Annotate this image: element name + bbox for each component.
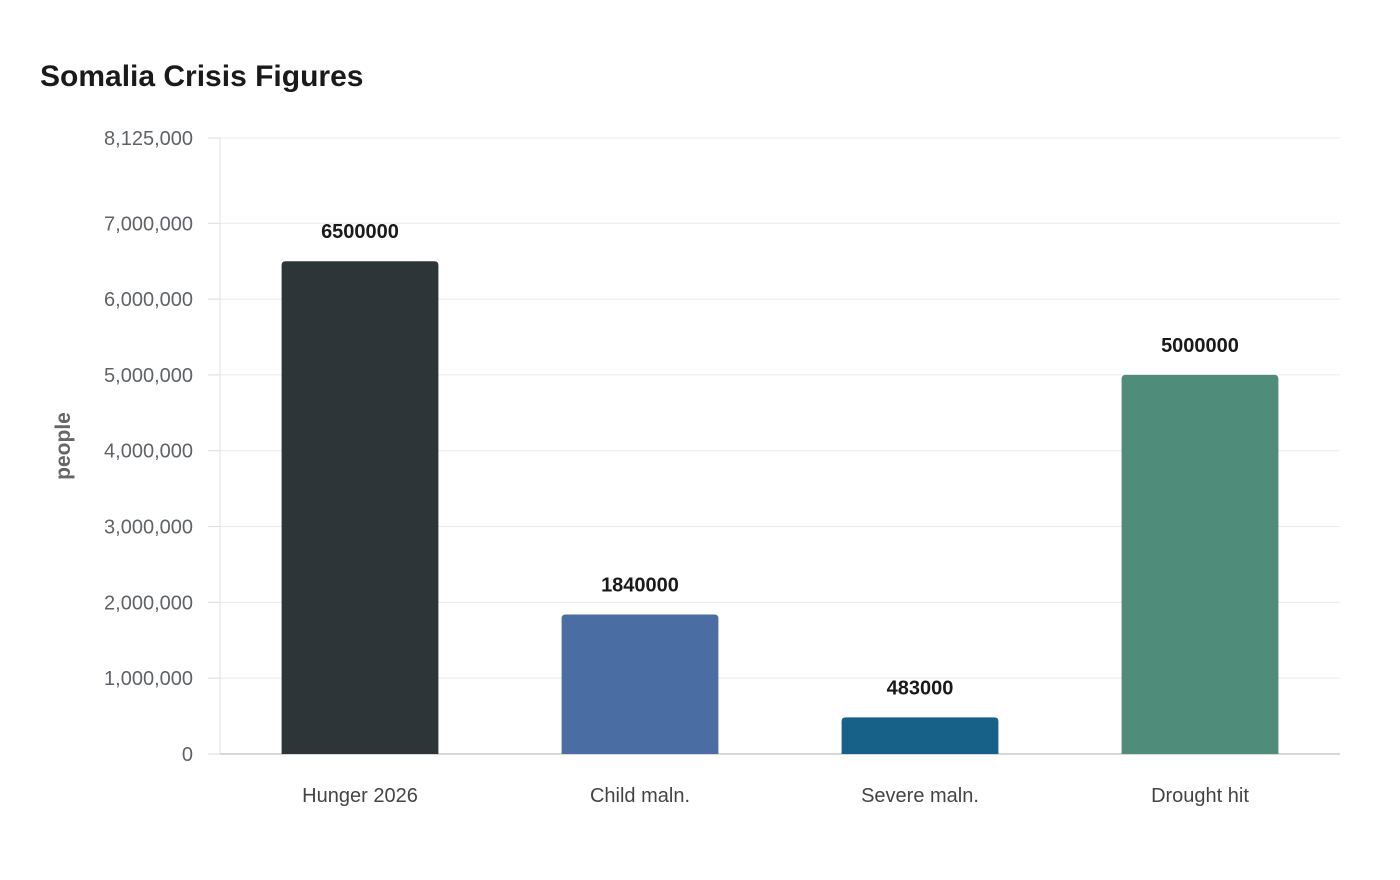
data-label: 483000: [887, 677, 954, 699]
bar-severe-maln: [841, 717, 999, 754]
data-labels: 6500000 1840000 483000 5000000: [321, 221, 1239, 699]
x-category-label: Child maln.: [590, 785, 690, 807]
x-category-label: Hunger 2026: [302, 785, 418, 807]
y-tick-label: 1,000,000: [104, 668, 193, 690]
x-category-label: Severe maln.: [861, 785, 979, 807]
y-axis-title: people: [52, 412, 75, 480]
y-tick-label: 8,125,000: [104, 128, 193, 150]
bar-hunger-2026: [281, 261, 439, 754]
y-axis-ticks: 0 1,000,000 2,000,000 3,000,000 4,000,000 5,0…: [104, 128, 220, 766]
y-tick-label: 2,000,000: [104, 592, 193, 614]
data-label: 5000000: [1161, 335, 1239, 357]
y-tick-label: 4,000,000: [104, 441, 193, 463]
chart-title: Somalia Crisis Figures: [40, 60, 364, 93]
x-axis-categories: Hunger 2026 Child maln. Severe maln. Drough…: [302, 785, 1249, 807]
x-category-label: Drought hit: [1151, 785, 1249, 807]
y-tick-label: 5,000,000: [104, 365, 193, 387]
y-tick-label: 0: [182, 744, 193, 766]
bar-child-maln: [561, 614, 719, 754]
y-tick-label: 7,000,000: [104, 213, 193, 235]
y-tick-label: 3,000,000: [104, 517, 193, 539]
y-tick-label: 6,000,000: [104, 289, 193, 311]
bar-drought-hit: [1121, 374, 1279, 754]
data-label: 1840000: [601, 574, 679, 596]
data-label: 6500000: [321, 221, 399, 243]
bars: [281, 261, 1279, 754]
